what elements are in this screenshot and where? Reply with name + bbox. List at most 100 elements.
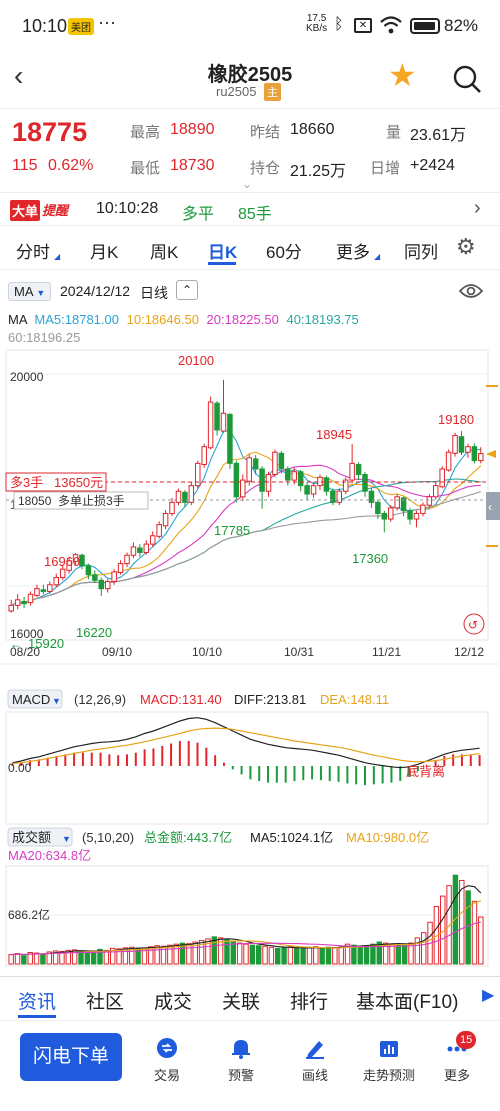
- volume-bar: [306, 947, 313, 965]
- tab-month-k[interactable]: 月K: [90, 243, 119, 262]
- high-label: 最高: [130, 124, 161, 141]
- period-tabs: 分时 ◢ 月K 周K 日K 60分 更多 ◢ 同列 ⚙: [0, 226, 500, 270]
- candle: [420, 504, 426, 514]
- ma40-value: 40:18193.75: [286, 312, 359, 327]
- tab-related[interactable]: 关联: [222, 992, 261, 1013]
- volume-bar: [363, 945, 370, 965]
- volume-bar: [179, 942, 186, 965]
- candle: [445, 451, 452, 471]
- candle: [162, 512, 169, 527]
- eye-icon[interactable]: [458, 282, 484, 300]
- volume-bar: [325, 946, 332, 965]
- indicator-select[interactable]: MA ▼: [8, 282, 52, 301]
- tab-more-corner-icon: ◢: [374, 252, 381, 261]
- action-bar: 闪电下单 交易 预警 画线 走势预测 更多 15: [0, 1020, 500, 1111]
- refresh-icon-glyph: ↺: [468, 618, 478, 632]
- ma60-line: [10, 491, 481, 606]
- tab-week-k[interactable]: 周K: [150, 243, 179, 262]
- dropdown-icon: ▼: [52, 696, 61, 706]
- stoploss-tag-box[interactable]: [13, 491, 149, 510]
- back-icon[interactable]: ‹: [14, 60, 24, 91]
- volume-bar: [198, 940, 205, 965]
- tab-community[interactable]: 社区: [86, 992, 125, 1013]
- big-order-alert[interactable]: 大单 提醒 10:10:28 多平 85手 ›: [0, 192, 500, 226]
- info-tabs: 资讯 社区 成交 关联 排行 基本面(F10) ▶: [0, 976, 500, 1020]
- low-arrow-icon: ←: [10, 637, 22, 651]
- tab-same-list[interactable]: 同列: [404, 243, 438, 262]
- stoploss-text: 多单止损3手: [58, 494, 125, 508]
- volume-bar: [40, 953, 46, 965]
- trade-button[interactable]: 交易: [132, 1037, 202, 1084]
- x-label: 09/10: [102, 645, 132, 659]
- candle: [471, 446, 478, 462]
- more-label: 更多: [443, 1068, 470, 1083]
- collapse-icon[interactable]: ⌃: [176, 280, 198, 300]
- favorite-star-icon[interactable]: ★: [388, 57, 417, 93]
- chevron-right-icon[interactable]: ›: [474, 197, 481, 219]
- forecast-icon: [380, 1041, 398, 1057]
- candle: [59, 568, 66, 579]
- gear-icon[interactable]: ⚙: [456, 234, 476, 259]
- annotation-high-1: 20100: [178, 353, 214, 368]
- volume-ref-level: 686.2亿: [8, 907, 50, 922]
- macd-value: MACD:131.40: [140, 692, 222, 707]
- candle: [291, 471, 297, 481]
- volume-bar: [287, 946, 294, 965]
- status-app-badge: 美团: [68, 18, 94, 35]
- expand-chevron-icon[interactable]: ⌄: [242, 177, 253, 191]
- candle: [27, 593, 34, 604]
- tab-fundamentals[interactable]: 基本面(F10): [356, 992, 459, 1013]
- alert-button[interactable]: 预警: [206, 1037, 276, 1084]
- scroll-right-icon[interactable]: ▶: [482, 987, 495, 1004]
- volume-bar: [281, 947, 287, 965]
- tab-news[interactable]: 资讯: [18, 992, 57, 1013]
- indicator-select-value: MA: [14, 284, 33, 299]
- net-speed: 17.5 KB/s: [306, 14, 327, 34]
- forecast-button[interactable]: 走势预测: [354, 1037, 424, 1084]
- tab-intraday[interactable]: 分时: [16, 243, 50, 262]
- volume-bar: [319, 947, 325, 965]
- tab-day-k[interactable]: 日K: [208, 243, 238, 262]
- tab-trades[interactable]: 成交: [154, 992, 193, 1013]
- macd-zero-label: 0.00: [8, 761, 32, 775]
- candle: [439, 468, 445, 488]
- macd-select[interactable]: [7, 689, 63, 709]
- side-collapse-handle[interactable]: [486, 492, 500, 520]
- chevron-left-icon[interactable]: ‹: [488, 500, 492, 514]
- volume-select[interactable]: [7, 827, 73, 847]
- x-label: 08/20: [10, 645, 40, 659]
- search-icon[interactable]: [452, 64, 482, 94]
- candle: [156, 524, 162, 537]
- candle: [117, 563, 124, 574]
- ma10-line: [10, 451, 482, 606]
- volume-bar: [205, 938, 211, 965]
- volume-bar: [14, 953, 21, 965]
- ma-legend: MA MA5:18781.00 10:18646.50 20:18225.50 …: [8, 312, 359, 327]
- draw-line-button[interactable]: 画线: [280, 1037, 350, 1084]
- tab-60min[interactable]: 60分: [266, 243, 302, 262]
- candle: [169, 501, 175, 514]
- refresh-icon[interactable]: [463, 613, 485, 635]
- dropdown-icon: ▼: [62, 834, 71, 844]
- x-label: 10/31: [284, 645, 314, 659]
- kline-info: MA ▼ 2024/12/12 日线 ⌃ MA MA5:18781.00 10:…: [0, 276, 500, 346]
- candle: [375, 501, 381, 514]
- kline-chart[interactable]: 20000 18000 16000 多3手 13650元 18050 多单止损3…: [0, 346, 500, 976]
- volume-total: 总金额:443.7亿: [144, 830, 232, 845]
- volume-bar: [192, 941, 198, 965]
- ma20-value: 20:18225.50: [206, 312, 279, 327]
- volume-bar: [122, 947, 129, 965]
- volume-bar: [52, 950, 59, 965]
- flash-order-button[interactable]: 闪电下单: [20, 1033, 122, 1081]
- tab-more[interactable]: 更多: [336, 243, 370, 262]
- candle: [252, 458, 259, 470]
- candle: [47, 584, 53, 592]
- position-tag-box[interactable]: [5, 472, 107, 492]
- tab-ranking[interactable]: 排行: [290, 992, 329, 1013]
- trade-icon: [157, 1038, 177, 1058]
- position-tag: 多3手: [10, 475, 43, 490]
- volume-bar: [97, 948, 103, 965]
- candle: [14, 599, 21, 606]
- net-speed-value: 17.5: [306, 13, 327, 24]
- quote-panel: 18775 115 0.62% 最高 18890 最低 18730 昨结 186…: [0, 108, 500, 192]
